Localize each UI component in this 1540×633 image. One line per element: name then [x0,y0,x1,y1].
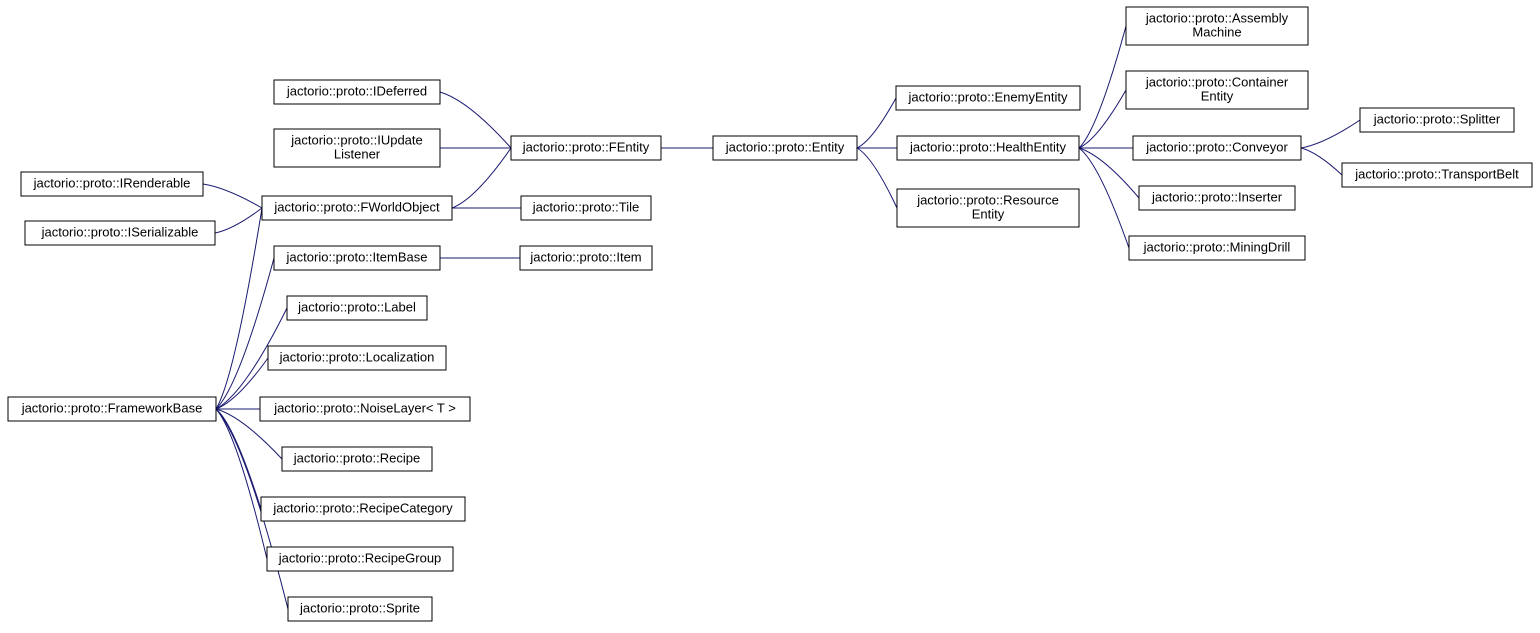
node-FWorldObject[interactable]: jactorio::proto::FWorldObject [262,196,452,220]
node-EnemyEntity[interactable]: jactorio::proto::EnemyEntity [896,86,1080,110]
node-IDeferred[interactable]: jactorio::proto::IDeferred [274,80,440,104]
node-FEntity[interactable]: jactorio::proto::FEntity [511,136,661,160]
node-TransportBelt[interactable]: jactorio::proto::TransportBelt [1342,163,1532,187]
node-Label[interactable]: jactorio::proto::Label [287,296,427,320]
node-MiningDrill[interactable]: jactorio::proto::MiningDrill [1129,236,1305,260]
node-IRenderable[interactable]: jactorio::proto::IRenderable [21,172,203,196]
node-ContainerEntity[interactable]: jactorio::proto::ContainerEntity [1126,71,1308,109]
edge-FWorldObject-to-IRenderable [203,184,262,208]
node-HealthEntity[interactable]: jactorio::proto::HealthEntity [897,136,1079,160]
edge-Inserter-to-HealthEntity [1079,148,1139,198]
edge-TransportBelt-to-Conveyor [1301,148,1342,175]
edge-RecipeGroup-to-FrameworkBase [216,409,267,559]
node-FrameworkBase[interactable]: jactorio::proto::FrameworkBase [8,397,216,421]
node-RecipeCategory[interactable]: jactorio::proto::RecipeCategory [261,497,465,521]
node-AssemblyMachine[interactable]: jactorio::proto::AssemblyMachine [1126,7,1308,45]
edge-FEntity-to-FWorldObject [452,148,511,208]
node-NoiseLayer[interactable]: jactorio::proto::NoiseLayer< T > [260,397,470,421]
nodes-layer: jactorio::proto::FrameworkBasejactorio::… [8,7,1532,621]
node-Item[interactable]: jactorio::proto::Item [520,246,652,270]
node-ItemBase[interactable]: jactorio::proto::ItemBase [274,246,440,270]
node-Localization[interactable]: jactorio::proto::Localization [268,346,446,370]
node-IUpdateListener[interactable]: jactorio::proto::IUpdateListener [274,129,440,167]
edge-ResourceEntity-to-Entity [857,148,897,208]
node-Splitter[interactable]: jactorio::proto::Splitter [1360,108,1514,132]
node-Tile[interactable]: jactorio::proto::Tile [521,196,651,220]
node-Conveyor[interactable]: jactorio::proto::Conveyor [1133,136,1301,160]
node-Inserter[interactable]: jactorio::proto::Inserter [1139,186,1295,210]
edge-EnemyEntity-to-Entity [857,98,896,148]
edge-FEntity-to-IDeferred [440,92,511,148]
edge-AssemblyMachine-to-HealthEntity [1079,26,1126,148]
node-Sprite[interactable]: jactorio::proto::Sprite [288,597,432,621]
node-ResourceEntity[interactable]: jactorio::proto::ResourceEntity [897,189,1079,227]
node-Recipe[interactable]: jactorio::proto::Recipe [282,447,432,471]
edge-FWorldObject-to-ISerializable [215,208,262,233]
edge-RecipeCategory-to-FrameworkBase [216,409,261,509]
inheritance-diagram: jactorio::proto::FrameworkBasejactorio::… [0,0,1540,633]
edge-FWorldObject-to-FrameworkBase [216,208,262,409]
edge-Splitter-to-Conveyor [1301,120,1360,148]
node-RecipeGroup[interactable]: jactorio::proto::RecipeGroup [267,547,453,571]
node-ISerializable[interactable]: jactorio::proto::ISerializable [25,221,215,245]
node-Entity[interactable]: jactorio::proto::Entity [713,136,857,160]
